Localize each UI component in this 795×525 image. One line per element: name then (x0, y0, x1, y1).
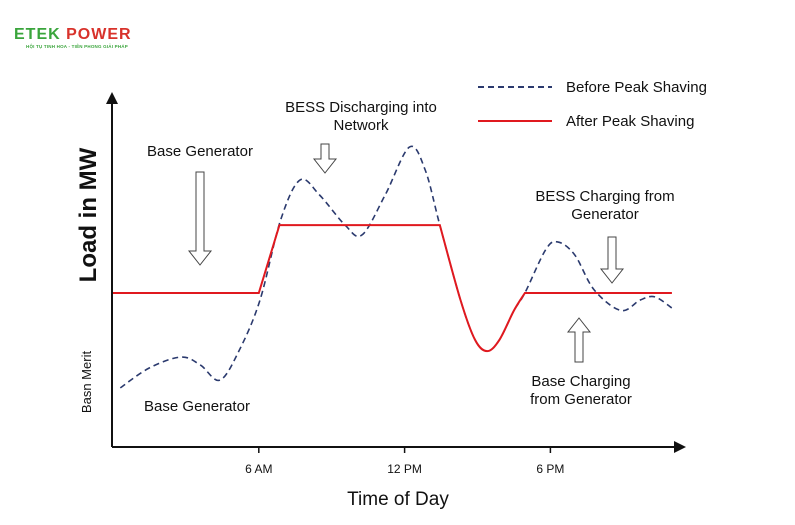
logo-brand-left: ETEK (14, 26, 61, 43)
annotation-label: Base Generator (144, 398, 250, 415)
y-axis-secondary-title: Basn Merit (79, 351, 94, 414)
x-axis-title: Time of Day (347, 489, 449, 510)
annotation-label: Base Generator (147, 143, 253, 160)
annotation-label: Network (333, 117, 389, 134)
etek-power-logo: ETEK POWER HỘI TỤ TINH HOA - TIÊN PHONG … (14, 26, 132, 50)
logo-tagline: HỘI TỤ TINH HOA - TIÊN PHONG GIẢI PHÁP (26, 44, 128, 49)
hollow-arrow-down-icon (312, 143, 338, 174)
annotation-label: from Generator (530, 391, 632, 408)
series-line-after (113, 224, 672, 353)
hollow-arrow-down-icon (187, 171, 213, 266)
legend-label: After Peak Shaving (566, 113, 694, 130)
x-tick-label: 12 PM (387, 462, 422, 476)
annotation-label: Generator (571, 206, 639, 223)
series-line-before (119, 145, 673, 389)
legend-label: Before Peak Shaving (566, 79, 707, 96)
annotation-label: BESS Charging from (535, 188, 674, 205)
x-tick-label: 6 PM (536, 462, 564, 476)
logo-brand-right: POWER (66, 26, 132, 43)
y-axis-title: Load in MW (75, 147, 102, 282)
y-axis-arrow (106, 92, 118, 104)
x-tick-label: 6 AM (245, 462, 272, 476)
hollow-arrow-down-icon (599, 236, 625, 284)
hollow-arrow-up-icon (566, 317, 592, 363)
annotation-label: BESS Discharging into (285, 99, 437, 116)
x-axis-arrow (674, 441, 686, 453)
annotation-label: Base Charging (531, 373, 630, 390)
